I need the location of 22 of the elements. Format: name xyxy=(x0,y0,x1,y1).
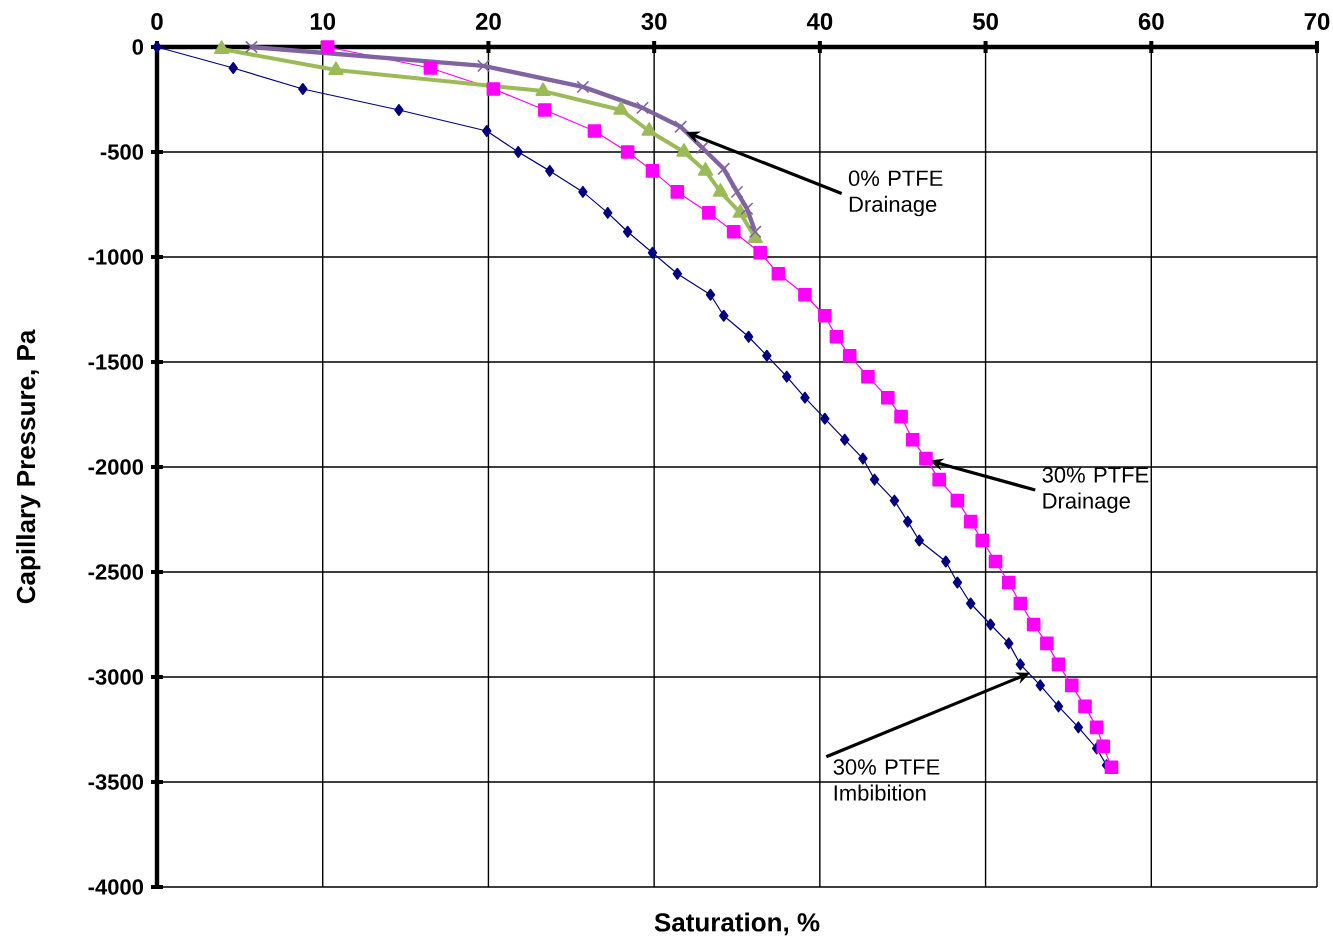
y-tick-label: -500 xyxy=(100,144,144,160)
x-axis-title: Saturation, % xyxy=(654,912,820,936)
annotation: 0% PTFE Drainage xyxy=(848,170,943,217)
x-tick-label: 0 xyxy=(151,12,163,30)
x-tick-label: 70 xyxy=(1304,12,1330,30)
y-tick-label: -2500 xyxy=(88,564,144,580)
x-tick-label: 50 xyxy=(972,12,998,30)
y-axis-title: Capillary Pressure, Pa xyxy=(16,329,41,604)
annotation: 30% PTFE Imbibition xyxy=(833,759,940,801)
x-tick-label: 40 xyxy=(806,12,833,30)
y-tick-label: -1000 xyxy=(88,249,144,265)
y-tick-label: -1500 xyxy=(88,354,144,370)
x-tick-label: 60 xyxy=(1138,12,1164,30)
x-tick-label: 30 xyxy=(641,12,667,30)
y-tick-label: -3500 xyxy=(88,774,144,790)
y-tick-label: -4000 xyxy=(88,879,144,895)
y-tick-label: -2000 xyxy=(88,459,144,475)
y-tick-label: -3000 xyxy=(88,669,144,685)
x-tick-label: 10 xyxy=(310,12,336,30)
y-tick-label: 0 xyxy=(132,39,144,55)
annotation: 30% PTFE Drainage xyxy=(1042,467,1149,513)
x-tick-label: 20 xyxy=(475,12,501,30)
